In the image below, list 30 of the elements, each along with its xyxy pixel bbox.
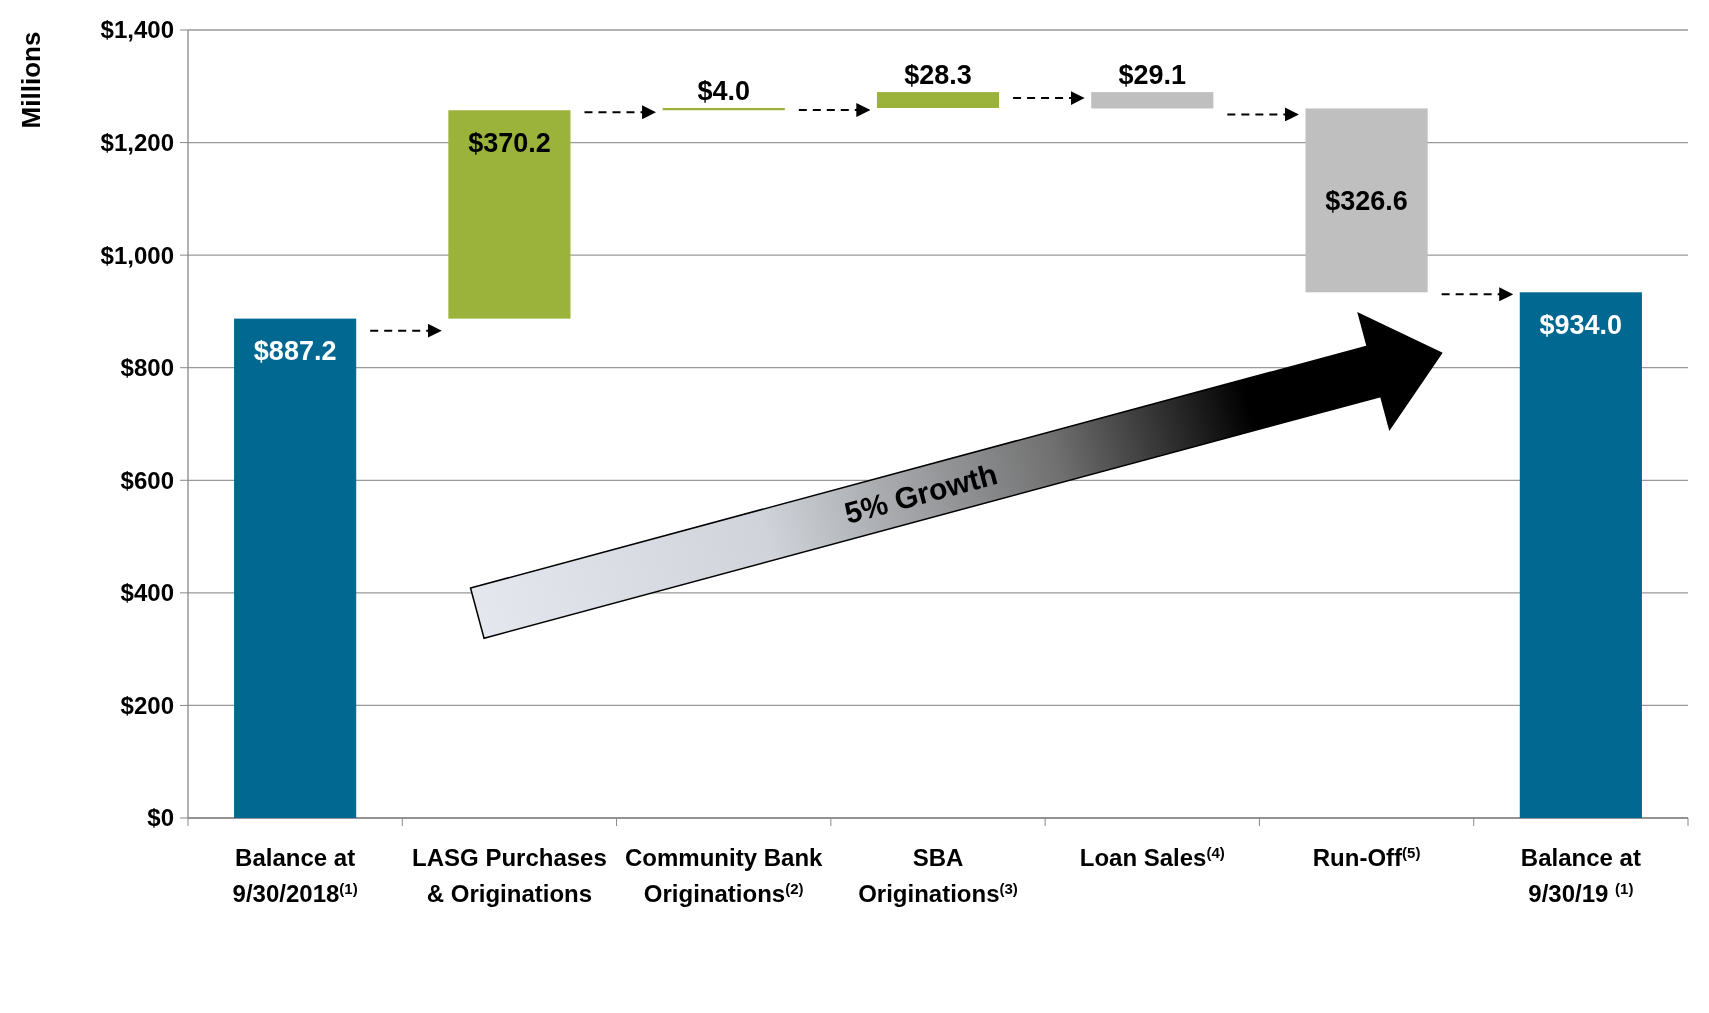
y-tick-label: $1,200 [100,128,174,156]
y-axis-title: Millions [16,31,46,129]
y-tick-label: $600 [120,466,174,494]
y-tick-label: $0 [147,804,174,832]
y-tick-label: $1,400 [100,16,174,44]
x-tick-label: Run-Off$^{(5)}$ [1312,843,1421,871]
data-label: $29.1 [1118,60,1187,91]
bar [1305,108,1428,293]
x-tick-label: Balance at 9/30/2018$^{(1)}$ [232,844,358,907]
bar [1091,92,1214,109]
data-label: $370.2 [468,127,551,158]
category-label: LASG Purchases & Originations [412,844,607,907]
x-tick-label: Community Bank Originations$^{(2)}$ [625,844,824,907]
x-tick-label: Loan Sales$^{(4)}$ [1079,843,1225,871]
y-tick-label: $1,000 [100,241,174,269]
y-tick-label: $400 [120,579,174,607]
bar [448,110,571,319]
annotation: 5% Growth [840,457,1001,530]
data-label: $934.0 [1539,309,1623,340]
bar [234,318,357,818]
y-tick-label: $200 [120,691,174,719]
bar [1519,292,1642,818]
x-tick-label: SBA Originations$^{(3)}$ [858,844,1018,907]
bar [876,92,1000,109]
data-label: $326.6 [1325,185,1408,216]
data-label: $887.2 [253,336,337,367]
data-label: $4.0 [697,76,750,107]
y-tick-label: $800 [120,354,174,382]
data-label: $28.3 [904,60,972,91]
x-tick-label: Balance at 9/30/19 $^{(1)}$ [1520,844,1641,907]
